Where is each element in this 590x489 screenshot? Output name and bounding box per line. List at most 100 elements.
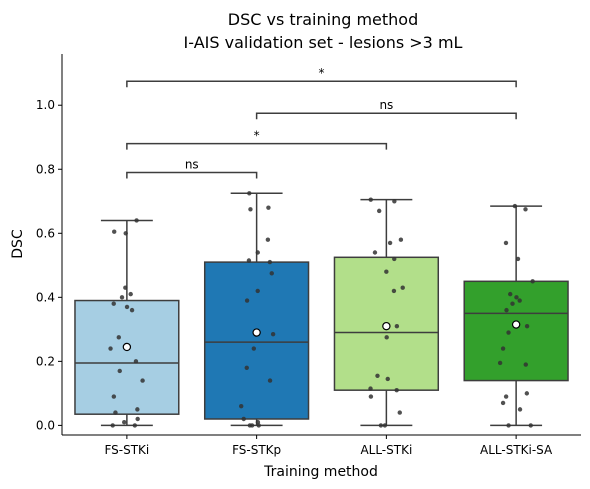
data-point	[255, 250, 260, 255]
data-point	[116, 335, 121, 340]
data-point	[517, 407, 523, 412]
data-point	[387, 240, 393, 246]
data-point	[503, 240, 509, 246]
data-point	[135, 416, 140, 422]
data-point	[506, 423, 511, 428]
mean-marker	[122, 342, 132, 352]
data-point	[266, 205, 271, 210]
data-point	[111, 394, 117, 399]
data-point	[394, 387, 399, 393]
data-point	[108, 346, 113, 351]
data-point	[392, 199, 397, 204]
mean-marker	[252, 328, 261, 337]
data-point	[255, 419, 261, 425]
y-tick-label: 0.0	[36, 418, 55, 432]
data-point	[372, 250, 378, 255]
data-point	[113, 410, 118, 415]
data-point	[132, 423, 138, 428]
x-axis-label: Training method	[263, 464, 378, 480]
box-fs-stki	[74, 299, 180, 415]
mean-marker	[382, 321, 391, 331]
data-point	[123, 285, 128, 290]
chart-title-line-2: I-AIS validation set - lesions >3 mL	[184, 33, 463, 52]
significance-bracket	[126, 80, 517, 88]
data-point	[247, 191, 252, 196]
box-fs-stkp	[203, 261, 310, 420]
y-tick-label: 0.8	[36, 162, 55, 176]
data-point	[112, 229, 117, 234]
data-point	[515, 256, 521, 262]
data-point	[385, 376, 390, 382]
data-point	[241, 416, 246, 422]
data-point	[247, 423, 253, 428]
data-point	[270, 331, 276, 337]
y-axis-label: DSC	[10, 229, 26, 259]
data-point	[133, 359, 139, 364]
data-point	[140, 378, 145, 383]
data-point	[397, 410, 402, 415]
data-point	[269, 271, 274, 276]
chart-title-line-1: DSC vs training method	[228, 10, 418, 29]
data-point	[523, 362, 528, 367]
data-point	[384, 269, 389, 274]
data-point	[524, 323, 530, 329]
x-tick-label: FS-STKi	[104, 443, 149, 457]
data-point	[391, 288, 397, 294]
data-point	[368, 394, 374, 399]
data-point	[135, 407, 140, 412]
data-point	[500, 346, 506, 351]
data-point	[244, 298, 250, 303]
significance-bracket	[126, 142, 388, 150]
data-point	[124, 304, 130, 310]
data-point	[510, 301, 515, 306]
significance-label: ns	[185, 157, 199, 171]
data-point	[398, 237, 404, 242]
plot-area: ns * ns *	[74, 66, 569, 428]
data-point	[378, 423, 384, 428]
x-tick-label: ALL-STKi	[360, 443, 412, 457]
significance-bracket	[126, 171, 258, 179]
data-point	[267, 259, 273, 265]
data-point	[497, 360, 503, 366]
data-point	[251, 346, 257, 351]
data-point	[530, 279, 535, 284]
data-point	[129, 307, 135, 313]
x-tick-label: ALL-STKi-SA	[480, 443, 553, 457]
y-tick-label: 0.6	[36, 226, 55, 240]
data-point	[239, 403, 244, 409]
data-point	[503, 394, 509, 399]
data-point	[368, 386, 373, 391]
data-point	[524, 391, 530, 396]
data-point	[517, 298, 522, 303]
significance-bracket	[255, 112, 517, 120]
data-point	[110, 423, 115, 428]
data-point	[508, 291, 513, 297]
data-point	[506, 330, 511, 335]
mean-marker	[511, 320, 521, 329]
data-point	[504, 307, 509, 313]
data-point	[376, 208, 382, 214]
data-point	[244, 365, 249, 370]
y-tick-label: 1.0	[36, 98, 55, 112]
y-tick-label: 0.4	[36, 290, 55, 304]
data-point	[255, 288, 260, 294]
data-point	[514, 295, 519, 300]
data-point	[528, 423, 533, 428]
data-point	[111, 301, 116, 306]
data-point	[128, 291, 133, 297]
significance-label: *	[254, 129, 260, 143]
data-point	[119, 295, 125, 300]
data-point	[394, 323, 400, 329]
x-tick-label: FS-STKp	[232, 443, 281, 457]
box-all-stki-sa	[463, 280, 569, 382]
data-point	[382, 423, 388, 428]
data-point	[267, 378, 273, 383]
data-point	[134, 218, 139, 223]
data-point	[246, 258, 252, 263]
significance-label: ns	[379, 98, 393, 112]
data-point	[122, 419, 127, 425]
data-point	[248, 207, 253, 212]
data-point	[523, 207, 528, 212]
data-point	[123, 231, 128, 236]
